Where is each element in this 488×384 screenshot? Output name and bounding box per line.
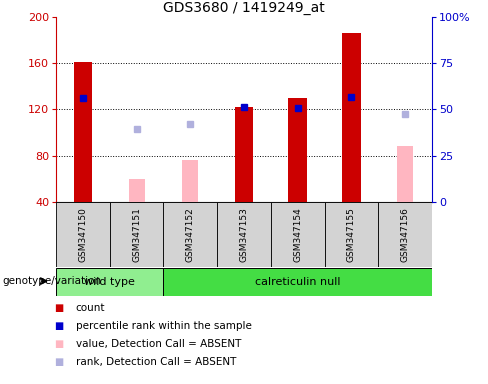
Bar <box>129 179 144 202</box>
Text: ■: ■ <box>54 303 63 313</box>
Text: rank, Detection Call = ABSENT: rank, Detection Call = ABSENT <box>76 358 236 367</box>
Text: GSM347153: GSM347153 <box>240 207 248 262</box>
Text: GSM347154: GSM347154 <box>293 207 302 262</box>
Bar <box>56 268 163 296</box>
Bar <box>110 202 163 267</box>
Bar <box>342 33 361 202</box>
Bar <box>217 202 271 267</box>
Text: GSM347152: GSM347152 <box>186 207 195 262</box>
Text: wild type: wild type <box>84 277 135 287</box>
Text: GSM347155: GSM347155 <box>347 207 356 262</box>
Text: genotype/variation: genotype/variation <box>2 276 102 286</box>
Bar <box>271 202 325 267</box>
Bar <box>74 62 92 202</box>
Text: ■: ■ <box>54 339 63 349</box>
Text: value, Detection Call = ABSENT: value, Detection Call = ABSENT <box>76 339 241 349</box>
Bar <box>288 98 307 202</box>
Text: ■: ■ <box>54 358 63 367</box>
Bar <box>163 268 432 296</box>
Bar <box>235 107 253 202</box>
Text: ■: ■ <box>54 321 63 331</box>
Text: GSM347151: GSM347151 <box>132 207 141 262</box>
Bar <box>378 202 432 267</box>
Text: calreticulin null: calreticulin null <box>255 277 341 287</box>
Bar <box>397 146 413 202</box>
Text: GSM347150: GSM347150 <box>79 207 87 262</box>
Text: percentile rank within the sample: percentile rank within the sample <box>76 321 251 331</box>
Text: count: count <box>76 303 105 313</box>
Title: GDS3680 / 1419249_at: GDS3680 / 1419249_at <box>163 1 325 15</box>
Bar <box>56 202 110 267</box>
Bar <box>325 202 378 267</box>
Bar <box>163 202 217 267</box>
Bar <box>183 160 198 202</box>
Text: GSM347156: GSM347156 <box>401 207 409 262</box>
